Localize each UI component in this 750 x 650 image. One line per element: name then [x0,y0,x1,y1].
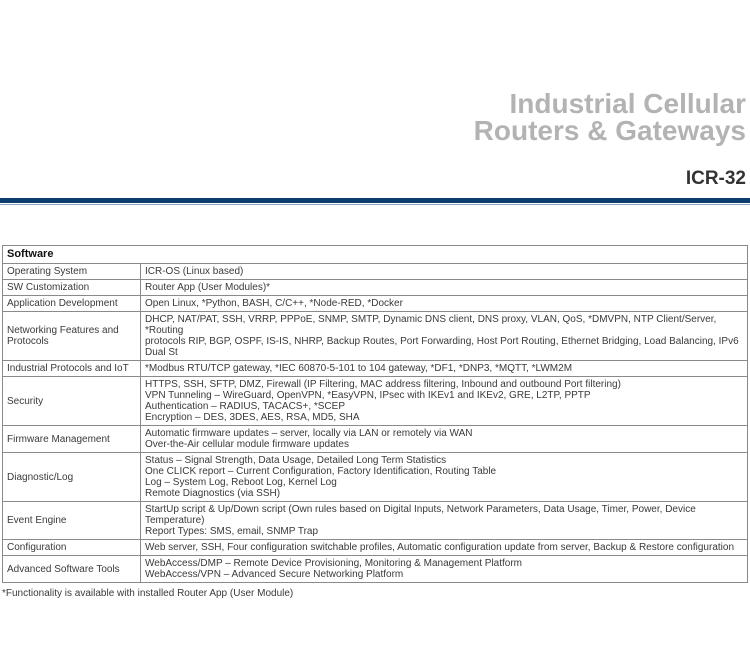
row-value: Open Linux, *Python, BASH, C/C++, *Node-… [140,295,748,312]
value-line: WebAccess/VPN – Advanced Secure Networki… [145,569,404,580]
row-label: Firmware Management [2,425,141,453]
row-label: Networking Features and Protocols [2,311,141,361]
value-line: StartUp script & Up/Down script (Own rul… [145,504,696,526]
value-line: Remote Diagnostics (via SSH) [145,488,281,499]
value-line: *Modbus RTU/TCP gateway, *IEC 60870-5-10… [145,363,573,374]
row-label: Event Engine [2,501,141,540]
title-line-1: Industrial Cellular [509,88,747,119]
value-line: HTTPS, SSH, SFTP, DMZ, Firewall (IP Filt… [145,379,621,390]
footnote: *Functionality is available with install… [2,588,294,599]
value-line: DHCP, NAT/PAT, SSH, VRRP, PPPoE, SNMP, S… [145,314,717,336]
value-line: VPN Tunneling – WireGuard, OpenVPN, *Eas… [145,390,591,401]
header-divider-thin [0,204,750,205]
table-row: Advanced Software Tools WebAccess/DMP – R… [2,555,748,583]
row-value: Status – Signal Strength, Data Usage, De… [140,452,748,502]
table-row: SW Customization Router App (User Modules… [2,279,748,296]
row-value: DHCP, NAT/PAT, SSH, VRRP, PPPoE, SNMP, S… [140,311,748,361]
value-line: One CLICK report – Current Configuration… [145,466,497,477]
value-line: Router App (User Modules)* [145,282,271,293]
value-line: Authentication – RADIUS, TACACS+, *SCEP [145,401,345,412]
row-value: Web server, SSH, Four configuration swit… [140,539,748,556]
value-line: Over-the-Air cellular module firmware up… [145,439,349,450]
table-row: Event Engine StartUp script & Up/Down scr… [2,501,748,540]
table-row: Configuration Web server, SSH, Four confi… [2,539,748,556]
value-line: Report Types: SMS, email, SNMP Trap [145,526,319,537]
row-value: Router App (User Modules)* [140,279,748,296]
table-row: Diagnostic/Log Status – Signal Strength, … [2,452,748,502]
row-value: HTTPS, SSH, SFTP, DMZ, Firewall (IP Filt… [140,376,748,426]
row-value: *Modbus RTU/TCP gateway, *IEC 60870-5-10… [140,360,748,377]
header-divider [0,198,750,203]
value-line: WebAccess/DMP – Remote Device Provisioni… [145,558,523,569]
software-spec-table-wrapper: Software Operating System ICR-OS (Linux b… [2,245,748,600]
software-spec-table: Software Operating System ICR-OS (Linux b… [2,245,748,583]
row-value: Automatic firmware updates – server, loc… [140,425,748,453]
row-label: Advanced Software Tools [2,555,141,583]
table-row: Firmware Management Automatic firmware up… [2,425,748,453]
table-row: Application Development Open Linux, *Pyth… [2,295,748,312]
title-line-2: Routers & Gateways [473,115,746,146]
row-label: Application Development [2,295,141,312]
value-line: Encryption – DES, 3DES, AES, RSA, MD5, S… [145,412,360,423]
row-label: Diagnostic/Log [2,452,141,502]
value-line: Log – System Log, Reboot Log, Kernel Log [145,477,337,488]
section-header: Software [2,245,748,264]
row-value: StartUp script & Up/Down script (Own rul… [140,501,748,540]
value-line: Automatic firmware updates – server, loc… [145,428,473,439]
table-row: Industrial Protocols and IoT *Modbus RTU/… [2,360,748,377]
table-row: Operating System ICR-OS (Linux based) [2,263,748,280]
page-title: Industrial Cellular Routers & Gateways [473,88,747,146]
table-row: Security HTTPS, SSH, SFTP, DMZ, Firewall … [2,376,748,426]
value-line: protocols RIP, BGP, OSPF, IS-IS, NHRP, B… [145,336,739,358]
row-label: Operating System [2,263,141,280]
value-line: Open Linux, *Python, BASH, C/C++, *Node-… [145,298,403,309]
table-row: Networking Features and Protocols DHCP, N… [2,311,748,361]
model-name: ICR-32 [685,168,746,189]
row-label: SW Customization [2,279,141,296]
row-value: WebAccess/DMP – Remote Device Provisioni… [140,555,748,583]
row-label: Configuration [2,539,141,556]
value-line: Web server, SSH, Four configuration swit… [145,542,734,553]
value-line: ICR-OS (Linux based) [145,266,244,277]
row-value: ICR-OS (Linux based) [140,263,748,280]
row-label: Industrial Protocols and IoT [2,360,141,377]
row-label: Security [2,376,141,426]
value-line: Status – Signal Strength, Data Usage, De… [145,455,447,466]
